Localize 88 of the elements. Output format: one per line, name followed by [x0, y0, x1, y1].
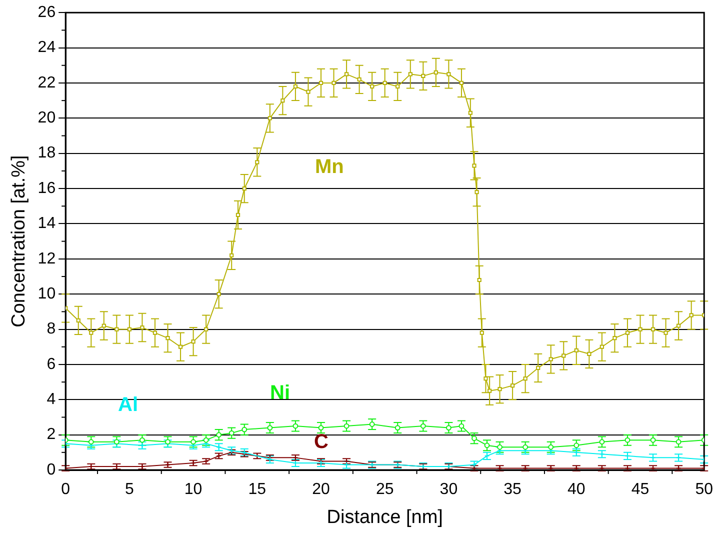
point — [676, 324, 681, 328]
point — [421, 74, 426, 78]
x-tick-label: 0 — [61, 481, 70, 498]
point — [332, 80, 336, 86]
point — [152, 330, 158, 335]
x-tick-label: 5 — [124, 481, 134, 498]
x-tick-label: 40 — [568, 481, 586, 498]
point — [230, 253, 234, 258]
point — [523, 376, 528, 381]
x-axis-title: Distance [nm] — [326, 506, 443, 528]
point — [89, 330, 94, 335]
x-tick-label: 20 — [312, 481, 330, 498]
point — [548, 357, 553, 362]
y-tick-label: 14 — [38, 215, 56, 232]
point — [612, 336, 617, 340]
point — [434, 70, 438, 74]
text: Mn — [315, 156, 344, 178]
point — [318, 80, 324, 86]
point — [488, 388, 492, 393]
point — [484, 376, 488, 381]
y-tick-label: 2 — [46, 426, 56, 444]
point — [306, 90, 310, 94]
point — [102, 324, 106, 328]
point — [140, 325, 144, 330]
y-axis-title: Concentration [at.%] — [8, 155, 30, 328]
point — [127, 327, 132, 332]
point — [61, 440, 70, 448]
point — [477, 278, 482, 282]
point — [268, 116, 272, 120]
x-tick-label: 45 — [631, 481, 650, 498]
x-tick-label: 25 — [376, 481, 394, 498]
x-tick-label: 30 — [440, 481, 458, 498]
point — [625, 330, 630, 335]
point — [280, 98, 285, 103]
y-tick-label: 24 — [38, 39, 56, 56]
point — [114, 327, 119, 332]
y-tick-label: 20 — [38, 110, 56, 127]
point — [600, 344, 604, 349]
y-tick-label: 4 — [46, 391, 56, 408]
x-tick-label: 15 — [248, 481, 266, 498]
y-tick-label: 22 — [38, 74, 56, 92]
point — [236, 212, 240, 217]
point — [480, 330, 484, 335]
point — [510, 384, 515, 388]
point — [370, 84, 374, 89]
x-tick-label: 35 — [504, 481, 522, 498]
y-tick-label: 8 — [46, 320, 56, 338]
point — [664, 330, 668, 335]
point — [178, 344, 183, 349]
point — [474, 190, 479, 194]
y-tick-label: 0 — [46, 461, 56, 478]
x-tick-label: 50 — [695, 481, 714, 498]
point — [572, 448, 581, 456]
point — [536, 366, 540, 370]
point — [396, 84, 400, 89]
point — [242, 186, 246, 191]
point — [472, 164, 476, 168]
point — [357, 77, 362, 82]
point — [468, 110, 472, 115]
point — [587, 352, 592, 356]
y-tick-label: 26 — [38, 4, 56, 22]
point — [293, 84, 298, 89]
y-tick-label: 12 — [38, 250, 56, 268]
point — [344, 72, 349, 76]
y-tick-label: 16 — [38, 180, 56, 197]
point — [574, 348, 578, 352]
y-tick-label: 10 — [38, 285, 56, 302]
series-label: Ni — [270, 382, 290, 404]
point — [382, 80, 387, 86]
point — [459, 80, 464, 86]
point — [562, 354, 566, 358]
point — [689, 313, 694, 318]
series-label: Al — [118, 394, 138, 416]
x-tick-label: 10 — [184, 481, 202, 498]
point — [191, 340, 196, 344]
point — [204, 327, 208, 332]
series-label: C — [314, 431, 328, 453]
point — [638, 327, 642, 332]
point — [255, 160, 260, 164]
point — [446, 72, 451, 76]
y-tick-label: 18 — [38, 144, 56, 162]
point — [408, 72, 412, 76]
point — [498, 387, 502, 392]
point — [76, 318, 80, 323]
y-tick-label: 6 — [46, 356, 56, 373]
point — [650, 327, 656, 332]
point — [216, 292, 221, 296]
point — [166, 336, 170, 340]
